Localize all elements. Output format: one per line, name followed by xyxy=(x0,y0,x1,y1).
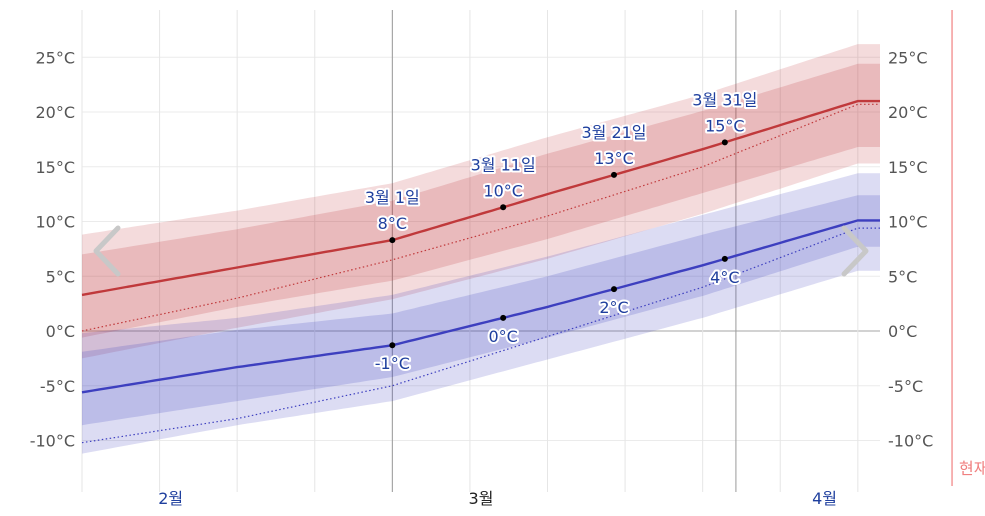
y-tick-label-right: 10°C xyxy=(888,213,928,232)
y-axis-right: -10°C -5°C 0°C 5°C 10°C 15°C 20°C 25°C xyxy=(888,48,933,450)
chart-grid xyxy=(81,10,880,492)
y-tick-label-right: 25°C xyxy=(888,48,928,67)
annotation-low: 0°C xyxy=(488,327,517,346)
month-label: 3월 xyxy=(469,489,494,508)
y-tick-label-left: 15°C xyxy=(35,158,75,177)
annotation-low: 2°C xyxy=(599,298,628,317)
annotation-high-dot xyxy=(389,237,396,244)
chart-lines xyxy=(81,99,880,444)
y-tick-label-left: -5°C xyxy=(40,377,75,396)
annotation-low: -1°C xyxy=(375,354,410,373)
annotation-low: 4°C xyxy=(710,268,739,287)
month-label: 4월 xyxy=(812,489,837,508)
annotation-date: 3월 11일 xyxy=(471,155,536,174)
y-tick-label-left: 25°C xyxy=(35,48,75,67)
annotation-high-dot xyxy=(721,139,728,146)
annotations: 3월 1일 8°C -1°C 3월 11일 10°C 0°C 3월 21일 13°C 2°C 3월… xyxy=(363,88,759,375)
annotation-high: 15°C xyxy=(705,116,745,135)
y-tick-label-left: 0°C xyxy=(46,322,75,341)
annotation-date: 3월 1일 xyxy=(365,188,420,207)
y-tick-label-left: 20°C xyxy=(35,103,75,122)
chevron-left-icon[interactable] xyxy=(93,225,121,277)
annotation-high: 13°C xyxy=(594,149,634,168)
low-band-inner xyxy=(82,195,880,426)
annotation-date: 3월 31일 xyxy=(692,90,757,109)
y-tick-label-left: -10°C xyxy=(30,432,75,451)
annotation-high-dot xyxy=(611,171,617,178)
chart-bands xyxy=(82,44,880,454)
y-tick-label-right: 20°C xyxy=(888,103,928,122)
x-axis: 2월 3월 4월 xyxy=(158,489,837,508)
y-tick-label-right: -5°C xyxy=(888,377,923,396)
annotation-low-dot xyxy=(389,342,396,349)
annotation-low-dot xyxy=(500,314,507,321)
annotation-low-dot xyxy=(611,286,617,293)
annotation-high-dot xyxy=(500,204,507,211)
high-band-inner xyxy=(82,63,880,338)
y-tick-label-right: 15°C xyxy=(888,158,928,177)
y-tick-label-right: 5°C xyxy=(888,267,917,286)
now-label: 현재 xyxy=(959,459,985,478)
month-label: 2월 xyxy=(158,489,183,508)
annotation-date: 3월 21일 xyxy=(581,123,646,142)
annotation-high: 8°C xyxy=(378,214,407,233)
y-tick-label-left: 5°C xyxy=(46,267,75,286)
now-marker: 현재 xyxy=(951,10,985,486)
low-band-outer xyxy=(82,173,880,454)
annotation-low-dot xyxy=(721,255,728,262)
y-tick-label-right: 0°C xyxy=(888,322,917,341)
low-dotted-line xyxy=(81,227,880,444)
chevron-right-icon[interactable] xyxy=(841,225,869,277)
y-tick-label-right: -10°C xyxy=(888,432,933,451)
y-axis-left: -10°C -5°C 0°C 5°C 10°C 15°C 20°C 25°C xyxy=(30,48,75,450)
high-band-outer xyxy=(82,44,880,359)
low-mean-line xyxy=(81,219,880,394)
annotation-high: 10°C xyxy=(483,181,523,200)
y-tick-label-left: 10°C xyxy=(35,213,75,232)
high-mean-line xyxy=(81,99,880,297)
